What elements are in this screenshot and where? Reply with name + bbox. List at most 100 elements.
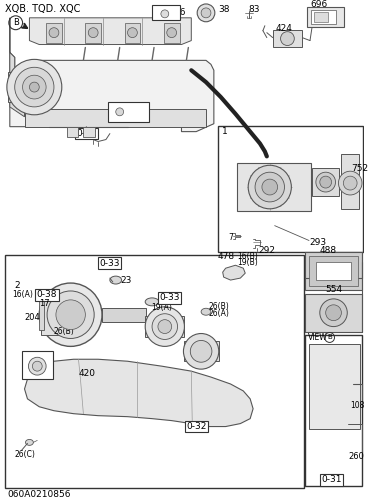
Polygon shape	[10, 18, 214, 132]
Text: 554: 554	[325, 286, 342, 294]
Text: 060A0210856: 060A0210856	[8, 490, 71, 500]
Text: 16(B): 16(B)	[237, 252, 258, 261]
Text: 420: 420	[79, 368, 95, 378]
Circle shape	[145, 307, 184, 346]
Bar	[108, 102, 149, 122]
Text: 696: 696	[310, 0, 327, 10]
Circle shape	[47, 291, 94, 339]
Text: 0-38: 0-38	[37, 290, 58, 300]
Bar	[314, 12, 328, 22]
Text: 108: 108	[350, 402, 365, 410]
Bar	[312, 168, 339, 196]
Text: 478: 478	[218, 252, 235, 261]
Text: 26(B): 26(B)	[54, 327, 75, 336]
Circle shape	[167, 28, 177, 38]
Text: 100: 100	[23, 351, 39, 360]
Circle shape	[29, 82, 39, 92]
Circle shape	[320, 176, 332, 188]
Polygon shape	[24, 360, 253, 426]
Bar	[152, 5, 180, 20]
Circle shape	[248, 166, 291, 209]
Text: 38: 38	[219, 6, 230, 15]
Text: 293: 293	[309, 238, 326, 247]
Text: 56: 56	[175, 8, 186, 18]
Circle shape	[326, 305, 341, 320]
Circle shape	[161, 10, 169, 18]
Bar	[41, 295, 70, 335]
Text: 752: 752	[351, 164, 368, 172]
Text: 83: 83	[248, 6, 260, 15]
Polygon shape	[10, 52, 24, 117]
Bar	[5, 256, 304, 488]
Text: 7: 7	[229, 233, 233, 242]
Text: 26(A): 26(A)	[209, 309, 230, 318]
Bar	[85, 23, 101, 42]
Circle shape	[343, 176, 357, 190]
Bar	[218, 126, 363, 252]
Text: 16(A): 16(A)	[12, 290, 33, 300]
Text: XQB. TQD. XQC: XQB. TQD. XQC	[5, 4, 80, 14]
Circle shape	[49, 28, 59, 38]
Bar	[307, 7, 344, 26]
Ellipse shape	[54, 321, 64, 328]
Bar	[125, 23, 140, 42]
Text: 0-31: 0-31	[321, 476, 342, 484]
Bar	[309, 344, 360, 428]
Bar	[67, 126, 79, 136]
Circle shape	[338, 171, 362, 195]
Bar	[46, 23, 62, 42]
Bar	[273, 30, 302, 48]
Circle shape	[183, 334, 219, 369]
Bar	[83, 126, 95, 136]
Circle shape	[88, 28, 98, 38]
Circle shape	[32, 361, 42, 371]
Circle shape	[29, 358, 46, 375]
Text: 2: 2	[15, 280, 20, 289]
Circle shape	[39, 283, 102, 346]
Circle shape	[56, 300, 85, 330]
Bar	[311, 10, 336, 24]
Text: 292: 292	[258, 246, 275, 255]
Text: 0-33: 0-33	[160, 294, 180, 302]
Ellipse shape	[26, 440, 33, 446]
Text: 19(B): 19(B)	[237, 258, 258, 267]
Circle shape	[201, 8, 211, 18]
Polygon shape	[223, 265, 245, 280]
Bar	[341, 154, 359, 209]
Bar	[309, 256, 358, 286]
Bar	[39, 300, 44, 330]
Bar	[184, 342, 219, 361]
Text: 488: 488	[320, 246, 337, 255]
Circle shape	[262, 179, 278, 195]
Bar	[22, 352, 53, 379]
Text: 262: 262	[131, 108, 148, 118]
Ellipse shape	[201, 308, 211, 315]
Text: 204: 204	[24, 313, 40, 322]
Bar	[164, 23, 180, 42]
Text: B: B	[327, 334, 332, 340]
Text: 19(A): 19(A)	[151, 304, 172, 312]
Circle shape	[255, 172, 285, 202]
Bar	[102, 308, 146, 322]
Circle shape	[197, 4, 215, 22]
Ellipse shape	[316, 373, 353, 401]
Circle shape	[280, 32, 294, 46]
Circle shape	[152, 314, 178, 340]
Text: 26(C): 26(C)	[15, 450, 36, 459]
Bar	[145, 316, 184, 338]
Text: 0-32: 0-32	[186, 422, 206, 431]
Ellipse shape	[321, 377, 348, 397]
Circle shape	[7, 60, 62, 115]
Bar	[8, 72, 37, 102]
Text: 26(B): 26(B)	[209, 302, 230, 312]
Ellipse shape	[327, 381, 342, 393]
Circle shape	[116, 108, 124, 116]
Text: VIEW: VIEW	[308, 333, 328, 342]
Ellipse shape	[145, 298, 159, 306]
Circle shape	[190, 340, 212, 362]
Bar	[24, 109, 206, 126]
Bar	[316, 262, 351, 280]
Circle shape	[128, 28, 137, 38]
Bar	[305, 294, 362, 332]
Text: 0-33: 0-33	[100, 259, 120, 268]
